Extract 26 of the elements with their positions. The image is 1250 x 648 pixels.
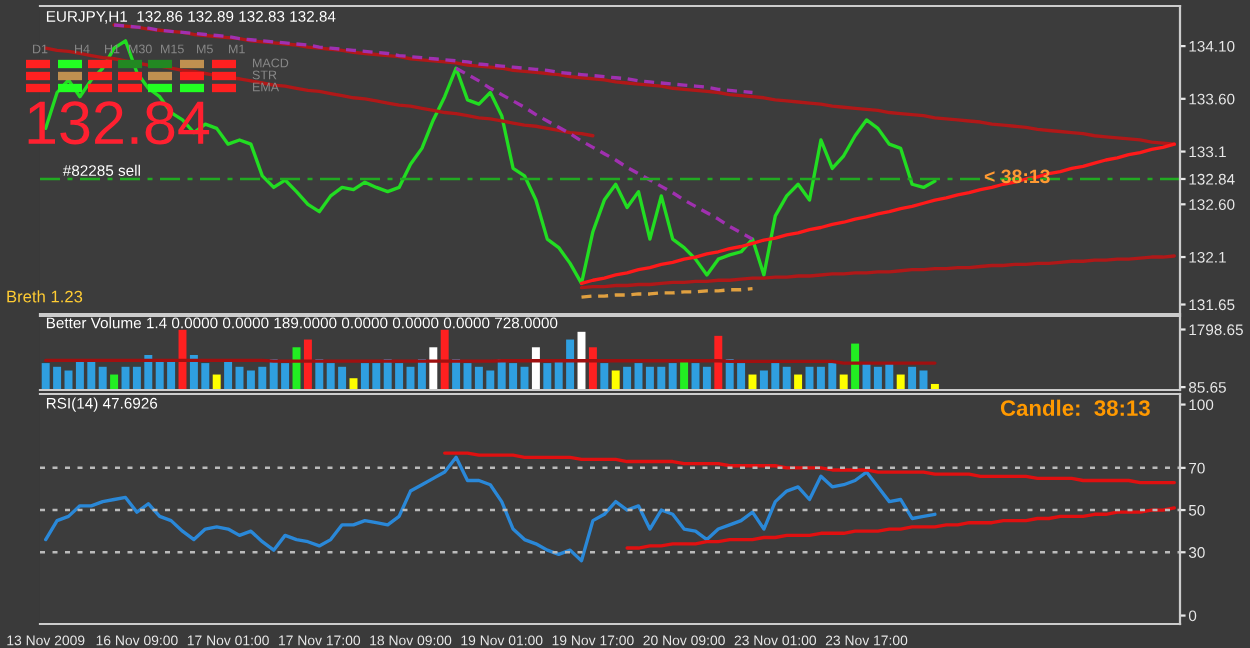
bar bbox=[782, 366, 791, 390]
bar bbox=[839, 374, 848, 390]
bar bbox=[714, 335, 723, 390]
line-series bbox=[443, 451, 1176, 485]
bar bbox=[908, 366, 917, 390]
bar bbox=[611, 370, 620, 390]
line-series bbox=[579, 254, 1176, 290]
bar bbox=[98, 366, 107, 390]
annotation: Breth 1.23 bbox=[7, 290, 83, 303]
annotation: Candle: 38:13 bbox=[1000, 399, 1150, 416]
bar bbox=[600, 363, 609, 390]
bar bbox=[588, 347, 597, 390]
bar bbox=[440, 329, 449, 390]
bar bbox=[110, 374, 119, 390]
bar bbox=[623, 366, 632, 390]
bar bbox=[543, 363, 552, 390]
bar bbox=[896, 374, 905, 390]
line-series bbox=[44, 455, 937, 563]
bar bbox=[212, 374, 221, 390]
bar bbox=[531, 347, 540, 390]
bar bbox=[702, 366, 711, 390]
line-series bbox=[454, 66, 755, 241]
line-series bbox=[579, 142, 1176, 286]
bar bbox=[668, 363, 677, 390]
line-series bbox=[625, 506, 1176, 550]
bar bbox=[794, 374, 803, 390]
